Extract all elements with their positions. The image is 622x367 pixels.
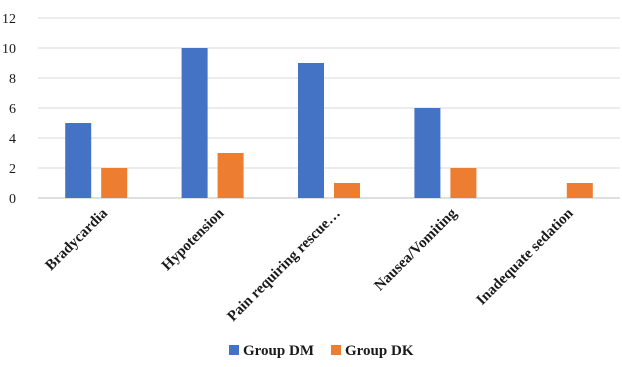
y-tick-label: 8 (9, 72, 16, 87)
legend-swatch (331, 345, 341, 355)
bar-group-dm-3 (414, 108, 441, 198)
bar-group-dm-1 (181, 48, 208, 198)
x-category-label: Bradycardia (43, 205, 112, 274)
bar-group-dk-1 (217, 153, 244, 198)
y-axis-tick-labels: 0 2 4 6 8 10 12 (2, 12, 16, 207)
legend: Group DM Group DK (229, 343, 414, 359)
x-category-label: Hypotension (159, 205, 228, 274)
bar-group-dm-0 (65, 123, 92, 198)
bar-group-dk-4 (566, 183, 593, 198)
x-category-label: Inadequate sedation (474, 205, 577, 308)
legend-swatch (229, 345, 239, 355)
bars (65, 48, 593, 198)
y-tick-label: 2 (9, 162, 16, 177)
bar-group-dm-2 (298, 63, 324, 198)
y-tick-label: 10 (2, 42, 16, 57)
y-tick-label: 4 (9, 132, 16, 147)
y-tick-label: 6 (9, 102, 16, 117)
gridlines (38, 17, 620, 199)
bar-group-dk-2 (334, 183, 360, 198)
legend-label: Group DM (243, 343, 314, 359)
y-tick-label: 0 (9, 192, 16, 207)
bar-group-dk-3 (450, 168, 477, 198)
x-category-label: Pain requiring rescue… (224, 206, 343, 325)
y-tick-label: 12 (2, 12, 16, 27)
x-category-label: Nausea/Vomiting (372, 205, 461, 294)
legend-label: Group DK (345, 343, 414, 359)
bar-group-dk-0 (101, 168, 128, 198)
